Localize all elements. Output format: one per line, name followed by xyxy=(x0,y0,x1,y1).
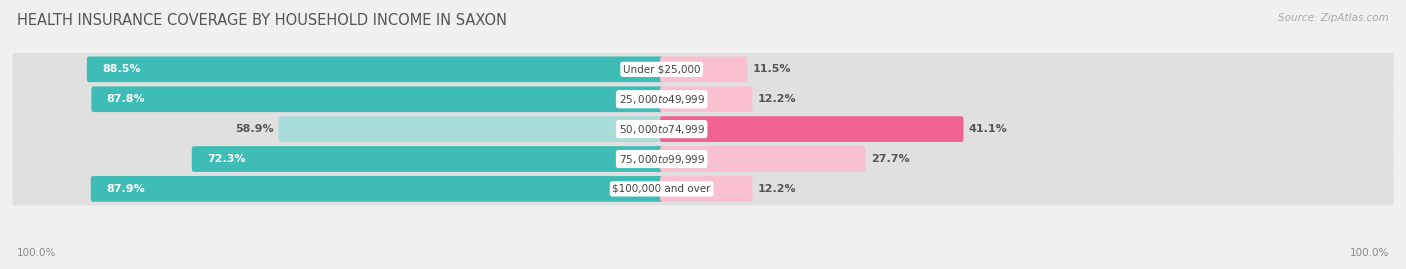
FancyBboxPatch shape xyxy=(13,83,1393,116)
Text: 58.9%: 58.9% xyxy=(235,124,273,134)
Text: $100,000 and over: $100,000 and over xyxy=(613,184,711,194)
Text: 12.2%: 12.2% xyxy=(758,184,796,194)
Text: 100.0%: 100.0% xyxy=(1350,248,1389,258)
Text: 12.2%: 12.2% xyxy=(758,94,796,104)
FancyBboxPatch shape xyxy=(659,176,752,202)
Text: 27.7%: 27.7% xyxy=(870,154,910,164)
Text: 72.3%: 72.3% xyxy=(207,154,246,164)
FancyBboxPatch shape xyxy=(659,56,748,82)
Text: 87.9%: 87.9% xyxy=(107,184,145,194)
FancyBboxPatch shape xyxy=(91,176,664,202)
Text: Source: ZipAtlas.com: Source: ZipAtlas.com xyxy=(1278,13,1389,23)
FancyBboxPatch shape xyxy=(87,56,664,82)
Text: $50,000 to $74,999: $50,000 to $74,999 xyxy=(619,123,704,136)
FancyBboxPatch shape xyxy=(13,113,1393,146)
Text: 100.0%: 100.0% xyxy=(17,248,56,258)
FancyBboxPatch shape xyxy=(659,146,866,172)
FancyBboxPatch shape xyxy=(659,116,963,142)
Text: 11.5%: 11.5% xyxy=(752,64,792,74)
Text: 41.1%: 41.1% xyxy=(969,124,1008,134)
Text: $25,000 to $49,999: $25,000 to $49,999 xyxy=(619,93,704,106)
Text: Under $25,000: Under $25,000 xyxy=(623,64,700,74)
FancyBboxPatch shape xyxy=(13,172,1393,205)
Text: HEALTH INSURANCE COVERAGE BY HOUSEHOLD INCOME IN SAXON: HEALTH INSURANCE COVERAGE BY HOUSEHOLD I… xyxy=(17,13,508,29)
Text: 87.8%: 87.8% xyxy=(107,94,145,104)
FancyBboxPatch shape xyxy=(659,86,752,112)
Text: $75,000 to $99,999: $75,000 to $99,999 xyxy=(619,153,704,165)
FancyBboxPatch shape xyxy=(91,86,664,112)
FancyBboxPatch shape xyxy=(13,53,1393,86)
Text: 88.5%: 88.5% xyxy=(103,64,141,74)
FancyBboxPatch shape xyxy=(191,146,664,172)
FancyBboxPatch shape xyxy=(278,116,664,142)
FancyBboxPatch shape xyxy=(13,143,1393,175)
